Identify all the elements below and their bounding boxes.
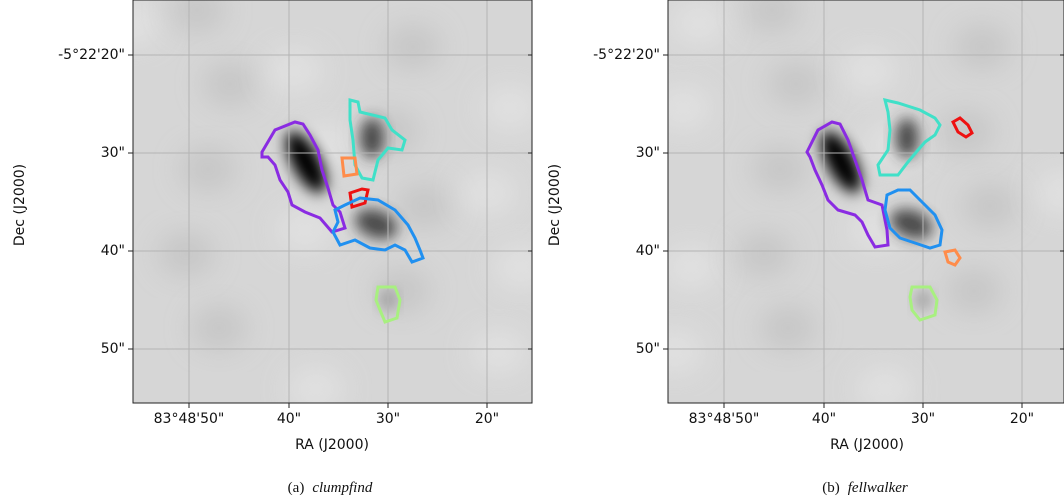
noise — [471, 330, 527, 374]
noise — [158, 232, 214, 276]
noise — [946, 269, 1002, 313]
noise — [202, 62, 258, 106]
noise — [671, 1, 727, 45]
noise — [266, 49, 322, 93]
noise — [663, 245, 719, 289]
noise — [460, 171, 516, 215]
noise — [760, 306, 816, 350]
y-tick-label: 50" — [101, 341, 125, 357]
image-panel — [647, 0, 1064, 411]
noise — [938, 110, 994, 154]
noise — [385, 25, 441, 69]
x-tick-label: 30" — [376, 411, 400, 427]
x-tick-label: 20" — [475, 411, 499, 427]
x-axis-label: RA (J2000) — [295, 437, 369, 453]
noise — [857, 367, 913, 411]
x-tick-label: 83°48'50" — [689, 411, 760, 427]
noise — [954, 25, 1010, 69]
y-tick-label: 40" — [636, 243, 660, 259]
caption: (a) clumpfind — [288, 480, 373, 496]
y-tick-label: 30" — [101, 145, 125, 161]
figure: -5°22'20" 30" 40" 50" 83°48'50" 40" 30" 20" RA (… — [0, 0, 1064, 503]
noise — [277, 208, 333, 252]
noise — [962, 184, 1018, 228]
noise — [736, 232, 792, 276]
noise — [191, 306, 247, 350]
y-tick-label: 50" — [636, 341, 660, 357]
y-tick-label: 30" — [636, 145, 660, 161]
caption: (b) fellwalker — [822, 480, 908, 496]
image-panel — [105, 0, 549, 411]
noise — [655, 86, 711, 130]
x-tick-label: 83°48'50" — [154, 411, 225, 427]
y-tick-label: -5°22'20" — [593, 47, 660, 63]
caption-label: (a) — [288, 480, 305, 496]
noise — [493, 245, 549, 289]
x-axis-label: RA (J2000) — [830, 437, 904, 453]
x-tick-label: 30" — [911, 411, 935, 427]
x-tick-label: 40" — [277, 411, 301, 427]
caption-method: clumpfind — [312, 480, 372, 496]
noise — [752, 147, 808, 191]
noise — [180, 147, 236, 191]
caption-method: fellwalker — [848, 480, 908, 496]
x-tick-label: 40" — [812, 411, 836, 427]
noise — [482, 86, 538, 130]
source-blob — [360, 118, 384, 158]
caption-label: (b) — [822, 480, 840, 496]
y-axis-label: Dec (J2000) — [12, 164, 28, 246]
noise — [288, 367, 344, 411]
y-axis-label: Dec (J2000) — [547, 164, 563, 246]
y-tick-label: -5°22'20" — [58, 47, 125, 63]
noise — [768, 62, 824, 106]
noise — [841, 49, 897, 93]
x-tick-label: 20" — [1010, 411, 1034, 427]
y-tick-label: 40" — [101, 243, 125, 259]
